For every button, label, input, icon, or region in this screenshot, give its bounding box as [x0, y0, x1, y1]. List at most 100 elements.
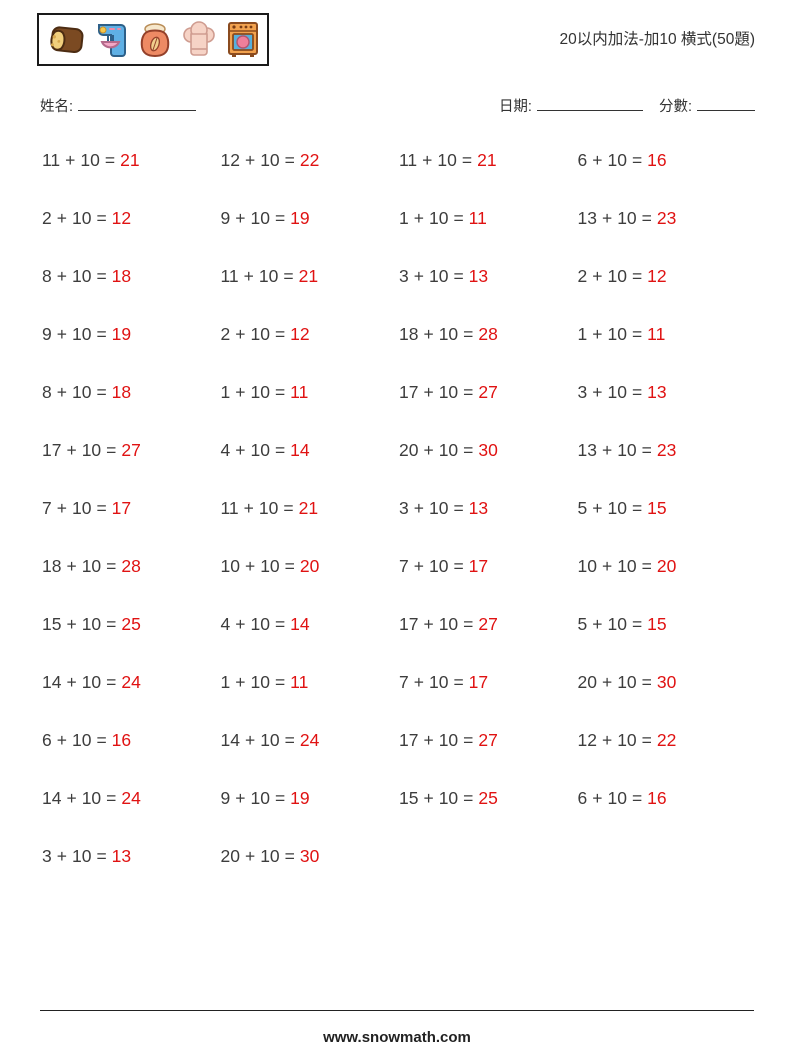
plus-sign: +: [422, 149, 433, 170]
answer-text: 12: [290, 323, 310, 344]
name-label: 姓名:: [40, 99, 74, 115]
equals-sign: =: [463, 439, 474, 460]
answer-text: 22: [656, 729, 677, 750]
plus-sign: +: [243, 265, 254, 286]
plus-sign: +: [65, 149, 76, 170]
answer-text: 21: [298, 497, 319, 518]
addend-a: 11: [220, 265, 239, 286]
score-blank-line: [697, 97, 755, 111]
answer-text: 15: [647, 613, 667, 634]
plus-sign: +: [592, 323, 603, 344]
addend-a: 14: [42, 787, 62, 808]
addend-a: 1: [577, 323, 588, 344]
addend-b: 10: [438, 787, 459, 808]
problem-cell: 3 +10 = 13: [399, 498, 578, 519]
addend-b: 10: [71, 207, 92, 228]
answer-text: 23: [656, 207, 677, 228]
problem-cell: 17 +10 = 27: [399, 382, 578, 403]
plus-sign: +: [235, 323, 246, 344]
plus-sign: +: [592, 381, 603, 402]
equals-sign: =: [106, 787, 117, 808]
problem-cell: 3 +10 = 13: [578, 382, 757, 403]
addend-a: 12: [577, 729, 597, 750]
problem-cell: 20 +10 = 30: [399, 440, 578, 461]
bread-icon: [43, 21, 87, 59]
plus-sign: +: [413, 265, 424, 286]
answer-text: 20: [299, 555, 320, 576]
equals-sign: =: [463, 613, 474, 634]
addend-a: 14: [42, 671, 62, 692]
plus-sign: +: [423, 381, 434, 402]
problem-cell: 15 +10 = 25: [42, 614, 221, 635]
answer-text: 18: [111, 265, 132, 286]
equals-sign: =: [106, 671, 117, 692]
plus-sign: +: [235, 439, 246, 460]
problem-cell: 4 +10 = 14: [221, 614, 400, 635]
equals-sign: =: [463, 323, 474, 344]
equals-sign: =: [96, 381, 107, 402]
plus-sign: +: [423, 787, 434, 808]
problem-cell: 1 +10 = 11: [578, 324, 757, 345]
footer-url: www.snowmath.com: [323, 1029, 471, 1046]
equals-sign: =: [106, 613, 117, 634]
answer-text: 22: [299, 149, 320, 170]
addend-a: 11: [220, 497, 239, 518]
date-label: 日期:: [498, 99, 532, 115]
equals-sign: =: [453, 555, 464, 576]
equals-sign: =: [453, 265, 464, 286]
equals-sign: =: [463, 787, 474, 808]
problem-cell: 9 +10 = 19: [221, 208, 400, 229]
plus-sign: +: [423, 323, 434, 344]
footer-divider: [40, 1010, 754, 1011]
problem-cell: 9 +10 = 19: [221, 788, 400, 809]
problem-cell: 2 +10 = 12: [578, 266, 757, 287]
problem-cell: 7 +10 = 17: [42, 498, 221, 519]
equals-sign: =: [461, 149, 473, 170]
problem-cell: 15 +10 = 25: [399, 788, 578, 809]
addend-a: 18: [42, 555, 62, 576]
plus-sign: +: [56, 497, 67, 518]
addend-a: 9: [42, 323, 52, 344]
equals-sign: =: [463, 729, 474, 750]
addend-a: 2: [220, 323, 231, 344]
answer-text: 16: [647, 787, 667, 808]
addend-a: 13: [577, 439, 597, 460]
addend-b: 10: [71, 381, 92, 402]
addend-a: 1: [220, 671, 231, 692]
answer-text: 17: [468, 555, 489, 576]
problem-cell: 8 +10 = 18: [42, 382, 221, 403]
equals-sign: =: [274, 381, 286, 402]
problem-cell: 2 +10 = 12: [221, 324, 400, 345]
addend-b: 10: [250, 323, 270, 344]
answer-text: 24: [299, 729, 320, 750]
problem-cell: 13 +10 = 23: [578, 208, 757, 229]
addend-b: 10: [428, 207, 449, 228]
addend-a: 3: [577, 381, 588, 402]
equals-sign: =: [106, 439, 117, 460]
plus-sign: +: [601, 207, 613, 228]
addend-a: 4: [220, 613, 231, 634]
answer-text: 11: [647, 323, 666, 344]
addend-a: 6: [42, 729, 52, 750]
answer-text: 21: [298, 265, 319, 286]
addend-b: 10: [437, 149, 457, 170]
flour-bag-icon: [135, 20, 175, 60]
addend-b: 10: [438, 439, 459, 460]
score-label: 分數:: [658, 99, 692, 115]
equals-sign: =: [463, 381, 474, 402]
plus-sign: +: [56, 323, 67, 344]
plus-sign: +: [423, 439, 434, 460]
addend-a: 17: [399, 381, 419, 402]
equals-sign: =: [274, 323, 286, 344]
answer-text: 13: [468, 497, 489, 518]
addend-b: 10: [617, 555, 637, 576]
addend-a: 7: [399, 555, 409, 576]
addend-b: 10: [71, 323, 92, 344]
addend-b: 10: [81, 555, 102, 576]
equals-sign: =: [274, 671, 286, 692]
plus-sign: +: [592, 787, 603, 808]
addend-b: 10: [260, 845, 280, 866]
addend-b: 10: [617, 729, 637, 750]
addend-b: 10: [438, 381, 459, 402]
answer-text: 14: [290, 439, 310, 460]
